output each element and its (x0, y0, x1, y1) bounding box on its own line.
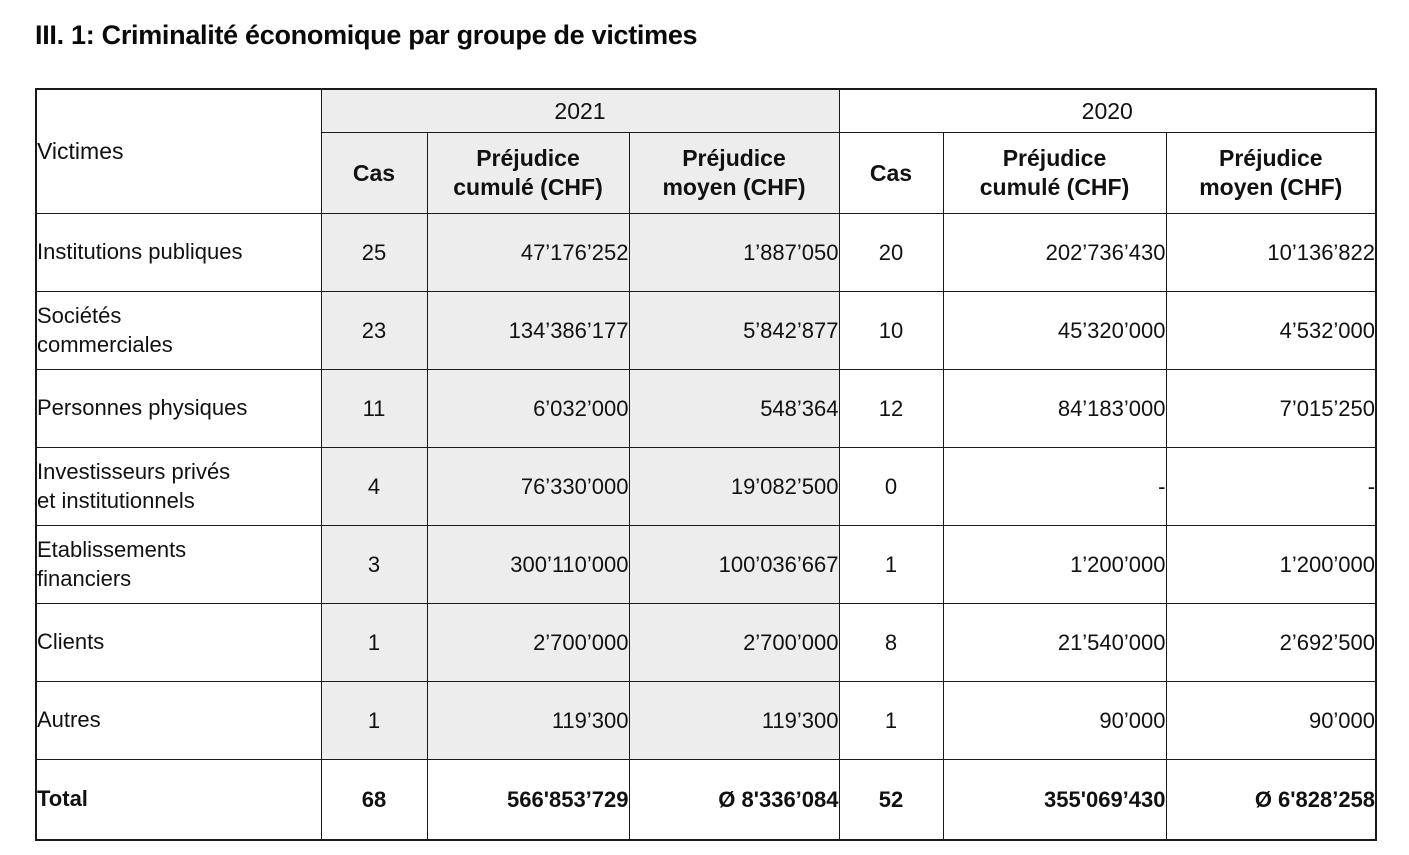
cell-moyen-2020: 7’015’250 (1165, 369, 1377, 448)
cell-cumule-2020: - (942, 447, 1167, 526)
cell-cumule-2020: 21’540’000 (942, 603, 1167, 682)
cell-cas-2021: 4 (320, 447, 428, 526)
cell-cas-2021: 3 (320, 525, 428, 604)
cell-cumule-2020: 90’000 (942, 681, 1167, 760)
total-moyen-2021: Ø 8'336’084 (628, 759, 840, 841)
cell-cumule-2020: 202’736’430 (942, 213, 1167, 292)
column-header-moyen-2020: Préjudice moyen (CHF) (1165, 132, 1377, 214)
cell-moyen-2020: 10’136’822 (1165, 213, 1377, 292)
total-cumule-2021: 566'853’729 (426, 759, 630, 841)
table-row: Institutions publiques 25 47’176’252 1’8… (35, 213, 1377, 292)
victim-label: Etablissements financiers (35, 525, 322, 604)
cell-moyen-2020: - (1165, 447, 1377, 526)
victim-label: Clients (35, 603, 322, 682)
total-label: Total (35, 759, 322, 841)
cell-cumule-2021: 300’110’000 (426, 525, 630, 604)
table-row: Investisseurs privés et institutionnels … (35, 447, 1377, 526)
cell-cumule-2020: 84’183’000 (942, 369, 1167, 448)
cell-cas-2021: 23 (320, 291, 428, 370)
cell-cas-2021: 25 (320, 213, 428, 292)
column-header-cas-2020: Cas (838, 132, 944, 214)
table-row: Clients 1 2’700’000 2’700’000 8 21’540’0… (35, 603, 1377, 682)
cell-moyen-2021: 2’700’000 (628, 603, 840, 682)
total-cas-2020: 52 (838, 759, 944, 841)
cell-moyen-2021: 100’036’667 (628, 525, 840, 604)
victim-label: Investisseurs privés et institutionnels (35, 447, 322, 526)
table-row: Etablissements financiers 3 300’110’000 … (35, 525, 1377, 604)
table-row: Sociétés commerciales 23 134’386’177 5’8… (35, 291, 1377, 370)
victim-label: Autres (35, 681, 322, 760)
cell-cumule-2021: 76’330’000 (426, 447, 630, 526)
cell-moyen-2021: 1’887’050 (628, 213, 840, 292)
column-header-cas-2021: Cas (320, 132, 428, 214)
total-moyen-2020: Ø 6'828’258 (1165, 759, 1377, 841)
victims-table: Victimes 2021 2020 Cas Préjudice cumulé … (35, 88, 1378, 841)
cell-moyen-2020: 4’532’000 (1165, 291, 1377, 370)
cell-cas-2020: 1 (838, 525, 944, 604)
cell-cumule-2021: 47’176’252 (426, 213, 630, 292)
column-header-cumule-2020: Préjudice cumulé (CHF) (942, 132, 1167, 214)
cell-moyen-2021: 119’300 (628, 681, 840, 760)
cell-cas-2021: 11 (320, 369, 428, 448)
column-header-moyen-2021: Préjudice moyen (CHF) (628, 132, 840, 214)
cell-cumule-2021: 134’386’177 (426, 291, 630, 370)
page-title: III. 1: Criminalité économique par group… (35, 20, 698, 50)
cell-moyen-2020: 90’000 (1165, 681, 1377, 760)
cell-moyen-2020: 1’200’000 (1165, 525, 1377, 604)
column-header-cumule-2021: Préjudice cumulé (CHF) (426, 132, 630, 214)
cell-cumule-2021: 119’300 (426, 681, 630, 760)
cell-cas-2020: 1 (838, 681, 944, 760)
cell-cas-2020: 10 (838, 291, 944, 370)
cell-cas-2020: 8 (838, 603, 944, 682)
cell-moyen-2021: 19’082’500 (628, 447, 840, 526)
total-cumule-2020: 355'069’430 (942, 759, 1167, 841)
cell-moyen-2020: 2’692’500 (1165, 603, 1377, 682)
table-row: Autres 1 119’300 119’300 1 90’000 90’000 (35, 681, 1377, 760)
cell-cumule-2021: 2’700’000 (426, 603, 630, 682)
cell-moyen-2021: 5’842’877 (628, 291, 840, 370)
cell-cumule-2020: 1’200’000 (942, 525, 1167, 604)
victim-label: Sociétés commerciales (35, 291, 322, 370)
total-row: Total 68 566'853’729 Ø 8'336’084 52 355'… (35, 759, 1377, 841)
cell-cumule-2020: 45’320’000 (942, 291, 1167, 370)
cell-cas-2020: 12 (838, 369, 944, 448)
cell-moyen-2021: 548’364 (628, 369, 840, 448)
total-cas-2021: 68 (320, 759, 428, 841)
cell-cas-2021: 1 (320, 681, 428, 760)
cell-cas-2020: 0 (838, 447, 944, 526)
sub-header-row: Cas Préjudice cumulé (CHF) Préjudice moy… (36, 132, 1377, 214)
cell-cas-2020: 20 (838, 213, 944, 292)
victim-label: Institutions publiques (35, 213, 322, 292)
year-header-2020: 2020 (838, 88, 1377, 133)
cell-cas-2021: 1 (320, 603, 428, 682)
table-row: Personnes physiques 11 6’032’000 548’364… (35, 369, 1377, 448)
cell-cumule-2021: 6’032’000 (426, 369, 630, 448)
column-header-victimes: Victimes (35, 88, 322, 214)
year-header-2021: 2021 (320, 88, 840, 133)
victim-label: Personnes physiques (35, 369, 322, 448)
year-header-row: Victimes 2021 2020 (35, 88, 1377, 214)
